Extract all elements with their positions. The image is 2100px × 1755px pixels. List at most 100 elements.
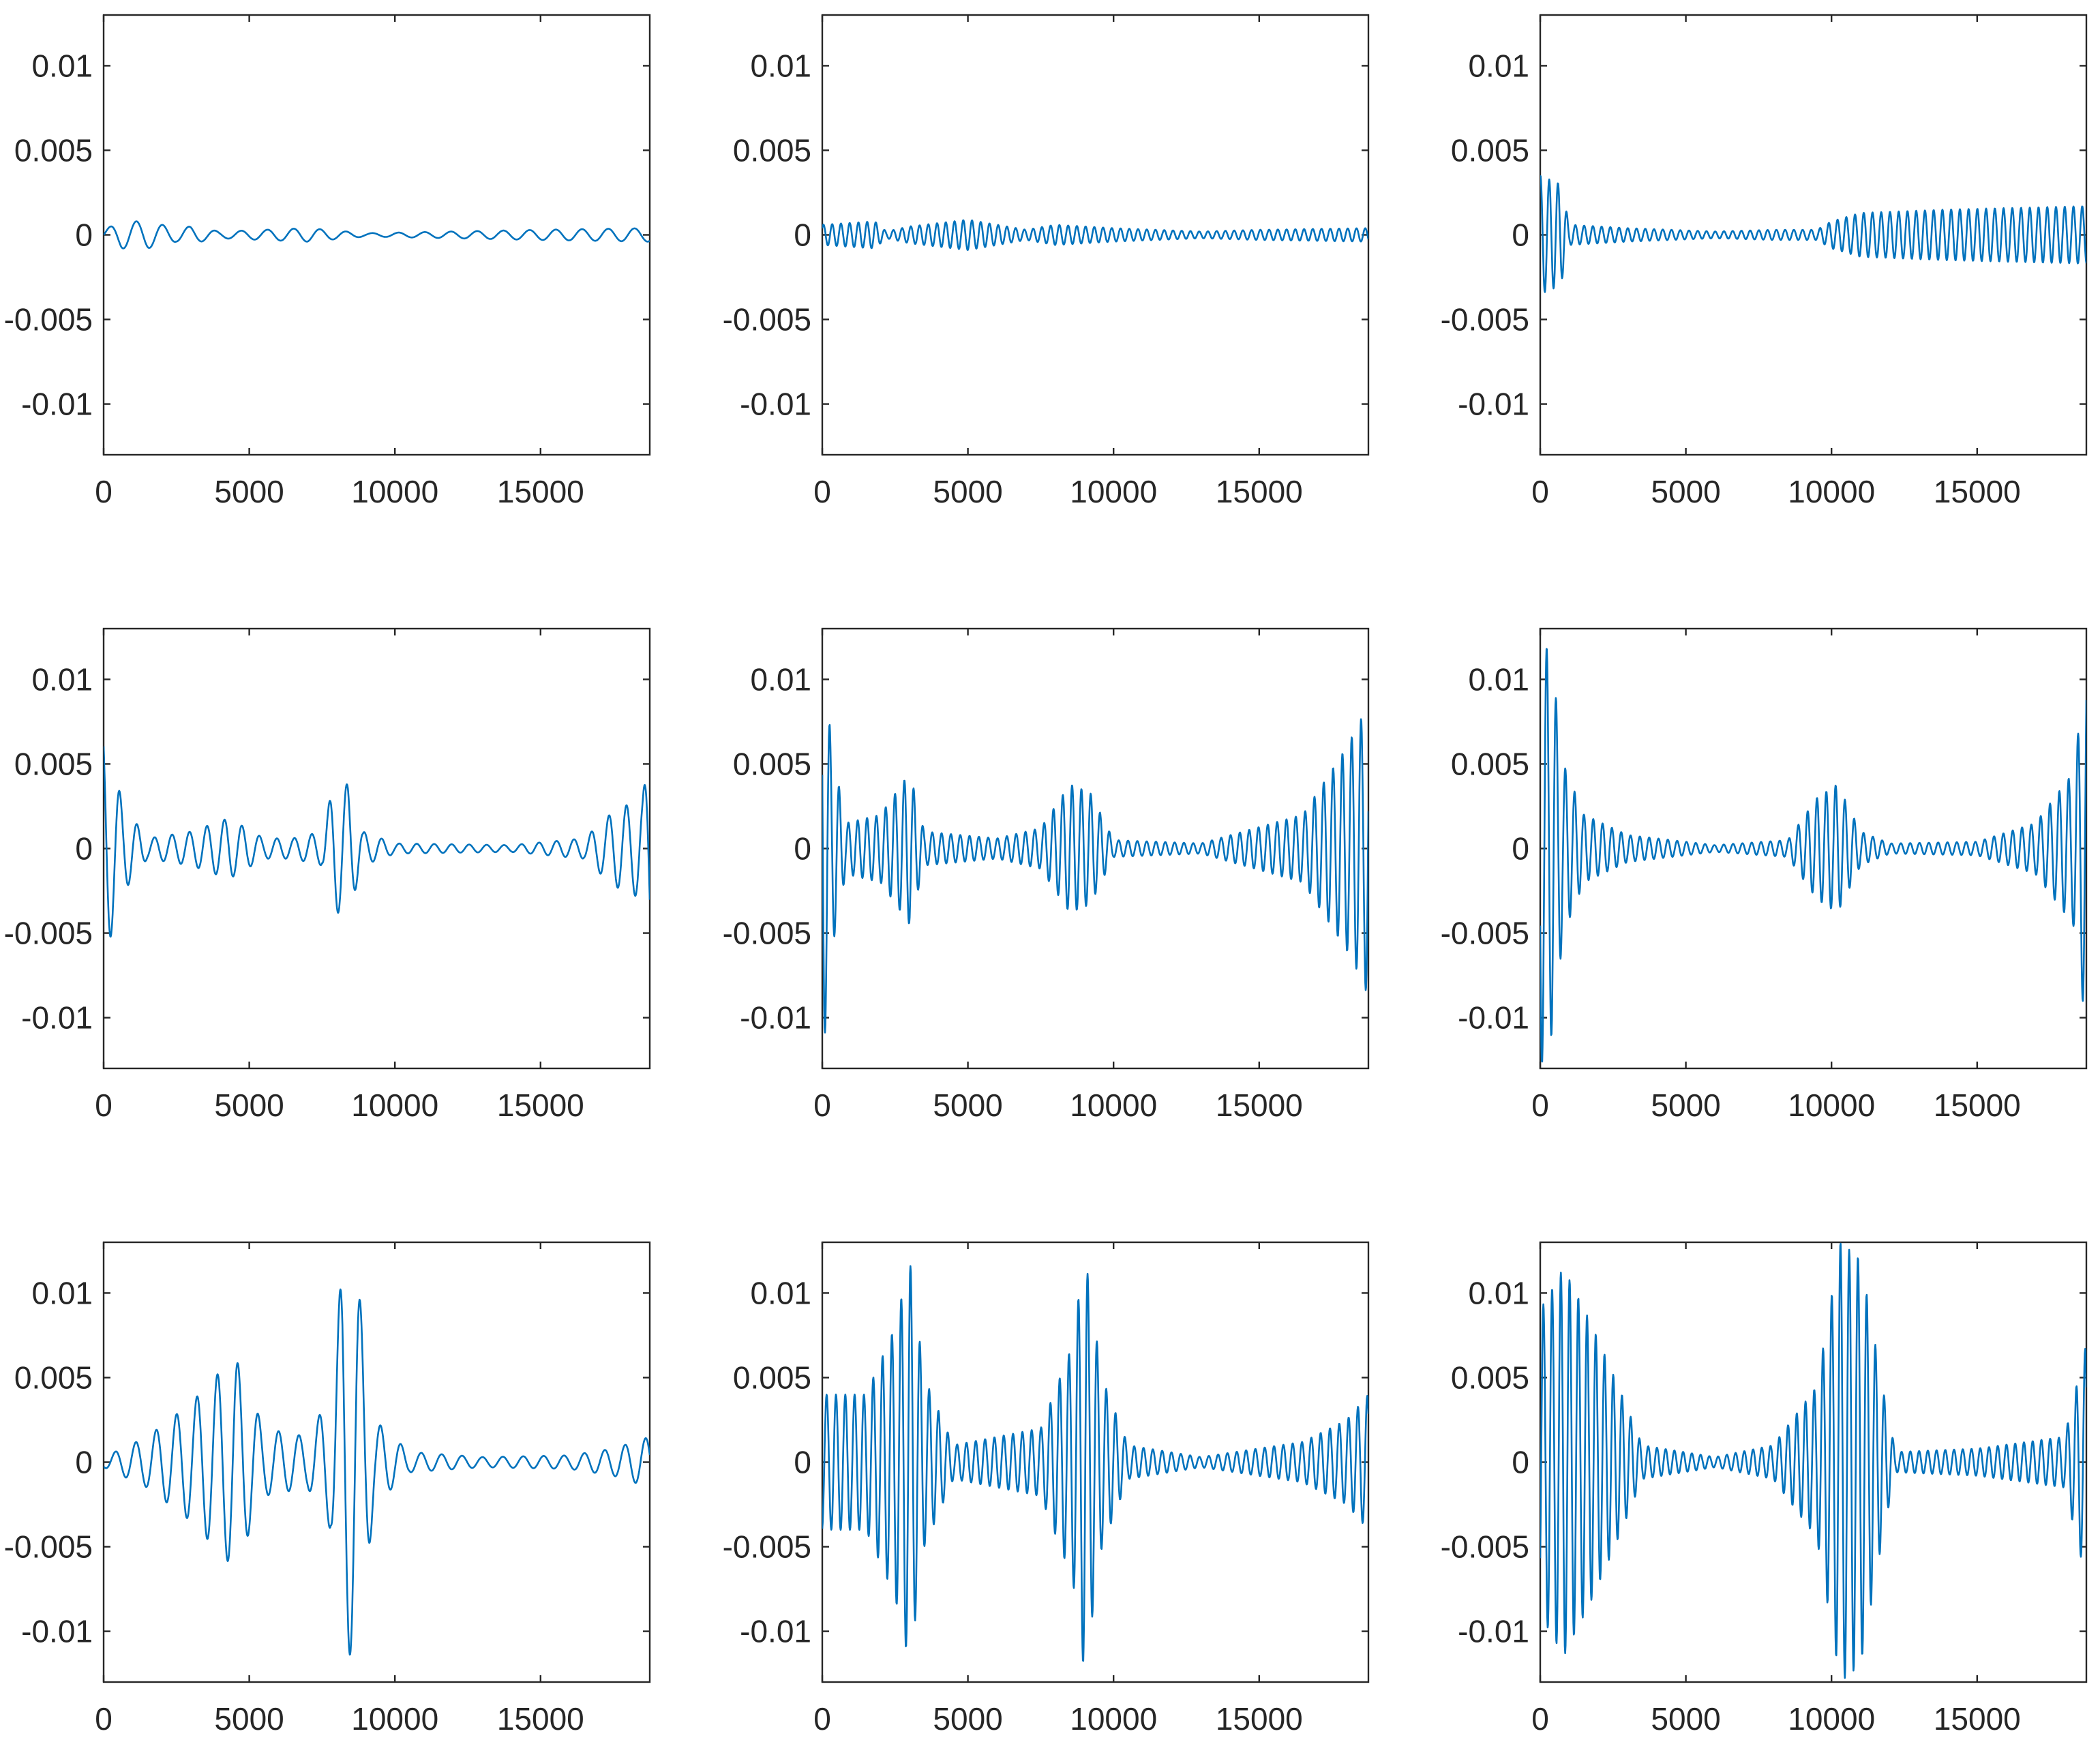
series-line	[822, 219, 1368, 252]
subplot-3: -0.01 -0.005 0 0.005 0.01 0 5000 10000 15000	[1441, 14, 2088, 509]
y-tick-label: 0	[75, 217, 93, 253]
y-tick-label: 0.005	[14, 1360, 93, 1395]
y-tick-label: -0.005	[723, 1529, 811, 1565]
y-tick-label: -0.005	[4, 302, 93, 338]
x-tick-label: 5000	[933, 1088, 1002, 1123]
y-tick-label: -0.005	[1441, 916, 1529, 951]
y-tick-label: 0	[794, 831, 811, 867]
axes-frame	[102, 14, 651, 456]
y-tick-label: 0.01	[750, 1275, 811, 1310]
x-tick-label: 5000	[933, 474, 1002, 509]
y-tick-label: 0.01	[31, 48, 93, 83]
subplot-2: -0.01 -0.005 0 0.005 0.01 0 5000 10000 15000	[723, 14, 1370, 509]
y-tick-label: -0.01	[21, 387, 93, 422]
x-tick-label: 15000	[1934, 1088, 2021, 1123]
y-tick-label: 0	[1512, 1445, 1529, 1480]
series-line	[104, 220, 650, 250]
x-tick-label: 5000	[1651, 1701, 1720, 1737]
x-tick-label: 0	[1531, 474, 1549, 509]
y-tick-label: -0.01	[1458, 1000, 1529, 1036]
y-tick-label: -0.01	[21, 1614, 93, 1649]
x-tick-label: 15000	[497, 474, 584, 509]
x-tick-label: 15000	[1216, 474, 1303, 509]
y-tick-label: -0.005	[1441, 302, 1529, 338]
series-line	[822, 1265, 1368, 1662]
y-tick-label: 0.005	[733, 746, 811, 781]
y-tick-label: 0.005	[1451, 746, 1529, 781]
axes-frame	[102, 1241, 651, 1683]
y-tick-label: -0.005	[1441, 1529, 1529, 1565]
x-tick-label: 0	[813, 1701, 831, 1737]
x-tick-label: 0	[813, 474, 831, 509]
y-tick-label: 0	[75, 831, 93, 867]
y-tick-label: 0.005	[14, 132, 93, 168]
series-line	[1540, 1242, 2086, 1679]
series-line	[1540, 648, 2086, 1063]
y-tick-label: -0.01	[740, 1000, 811, 1036]
y-tick-label: 0.01	[31, 661, 93, 697]
y-tick-label: 0	[794, 217, 811, 253]
series-line	[1540, 175, 2086, 293]
y-tick-label: -0.01	[1458, 1614, 1529, 1649]
x-tick-label: 15000	[1934, 474, 2021, 509]
y-tick-label: 0.005	[1451, 1360, 1529, 1395]
y-tick-label: -0.01	[740, 387, 811, 422]
subplot-5: -0.01 -0.005 0 0.005 0.01 0 5000 10000 15000	[723, 627, 1370, 1123]
subplot-6: -0.01 -0.005 0 0.005 0.01 0 5000 10000 15000	[1441, 627, 2088, 1123]
y-tick-label: -0.005	[4, 916, 93, 951]
x-tick-label: 15000	[497, 1088, 584, 1123]
y-tick-label: -0.01	[740, 1614, 811, 1649]
x-tick-label: 10000	[351, 1701, 438, 1737]
series-line	[104, 1288, 650, 1656]
series-line	[104, 746, 650, 938]
subplot-7: -0.01 -0.005 0 0.005 0.01 0 5000 10000 15000	[4, 1241, 651, 1737]
subplot-4: -0.01 -0.005 0 0.005 0.01 0 5000 10000 15000	[4, 627, 651, 1123]
x-tick-label: 5000	[1651, 474, 1720, 509]
y-tick-label: -0.01	[21, 1000, 93, 1036]
x-tick-label: 10000	[351, 1088, 438, 1123]
subplot-9: -0.01 -0.005 0 0.005 0.01 0 5000 10000 15000	[1441, 1241, 2088, 1737]
x-tick-label: 10000	[1070, 474, 1157, 509]
y-tick-label: 0	[1512, 217, 1529, 253]
x-tick-label: 0	[95, 1088, 112, 1123]
x-tick-label: 0	[95, 474, 112, 509]
subplot-8: -0.01 -0.005 0 0.005 0.01 0 5000 10000 15000	[723, 1241, 1370, 1737]
y-tick-label: -0.005	[723, 302, 811, 338]
y-tick-label: 0	[1512, 831, 1529, 867]
x-tick-label: 10000	[1788, 474, 1875, 509]
y-tick-label: -0.01	[1458, 387, 1529, 422]
y-tick-label: -0.005	[723, 916, 811, 951]
x-tick-label: 5000	[214, 474, 284, 509]
x-tick-label: 0	[95, 1701, 112, 1737]
x-tick-label: 5000	[214, 1088, 284, 1123]
y-tick-label: -0.005	[4, 1529, 93, 1565]
subplot-1: -0.01 -0.005 0 0.005 0.01 0 5000 10000 15000	[4, 14, 651, 509]
x-tick-label: 5000	[933, 1701, 1002, 1737]
x-tick-label: 15000	[497, 1701, 584, 1737]
x-tick-label: 5000	[214, 1701, 284, 1737]
y-tick-label: 0.005	[1451, 132, 1529, 168]
y-tick-label: 0.01	[750, 48, 811, 83]
y-tick-label: 0.01	[1468, 1275, 1529, 1310]
y-tick-label: 0.005	[733, 1360, 811, 1395]
x-tick-label: 10000	[1070, 1701, 1157, 1737]
y-tick-label: 0.005	[14, 746, 93, 781]
y-tick-label: 0.01	[1468, 661, 1529, 697]
x-tick-label: 10000	[1788, 1701, 1875, 1737]
x-tick-label: 15000	[1216, 1088, 1303, 1123]
axes-frame	[1539, 627, 2088, 1070]
y-tick-label: 0.01	[750, 661, 811, 697]
x-tick-label: 15000	[1216, 1701, 1303, 1737]
x-tick-label: 0	[1531, 1088, 1549, 1123]
x-tick-label: 10000	[1070, 1088, 1157, 1123]
x-tick-label: 0	[813, 1088, 831, 1123]
y-tick-label: 0.005	[733, 132, 811, 168]
x-tick-label: 5000	[1651, 1088, 1720, 1123]
series-line	[822, 718, 1368, 1034]
y-tick-label: 0.01	[1468, 48, 1529, 83]
y-tick-label: 0	[75, 1445, 93, 1480]
y-tick-label: 0	[794, 1445, 811, 1480]
x-tick-label: 0	[1531, 1701, 1549, 1737]
y-tick-label: 0.01	[31, 1275, 93, 1310]
